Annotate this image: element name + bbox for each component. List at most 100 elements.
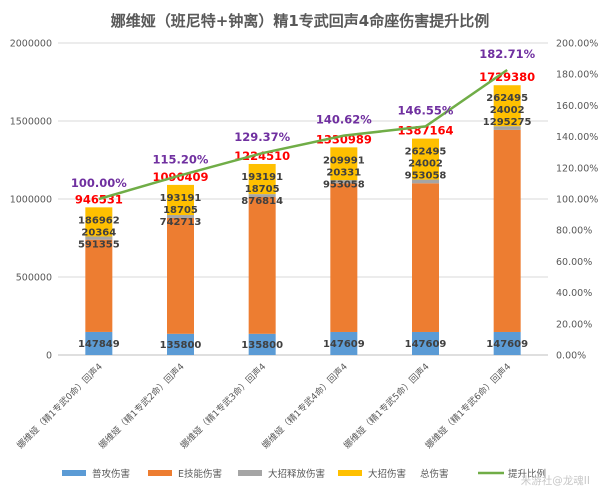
x-category-label: 娜维娅（精1专武2命）回声4	[96, 360, 187, 451]
total-label: 1330989	[316, 132, 372, 146]
bar-value-label: 742713	[160, 217, 202, 228]
legend-swatch	[238, 470, 262, 476]
legend-swatch	[148, 470, 172, 476]
legend-label: 大招伤害	[368, 468, 406, 480]
x-category-label: 娜维娅（精1专武6命）回声4	[423, 360, 514, 451]
bar-segment	[330, 183, 358, 332]
y2-tick-label: 100.00%	[556, 195, 598, 206]
bar-value-label: 193191	[160, 193, 202, 204]
legend-swatch	[62, 470, 86, 476]
bar-value-label: 591355	[78, 239, 120, 250]
bar-segment	[412, 179, 439, 184]
y2-tick-label: 20.00%	[556, 319, 592, 330]
ratio-label: 182.71%	[479, 47, 535, 61]
bar-value-label: 24002	[490, 105, 525, 116]
chart-title: 娜维娅（班尼特+钟离）精1专武回声4命座伤害提升比例	[111, 12, 489, 30]
bar-segment	[167, 333, 194, 355]
x-category-label: 娜维娅（精1专武0命）回声4	[14, 360, 105, 451]
bar-value-label: 135800	[160, 340, 202, 351]
bar-segment	[493, 85, 521, 127]
x-category-label: 娜维娅（精1专武5命）回声4	[341, 360, 432, 451]
bar-value-label: 20364	[81, 227, 116, 238]
total-label: 1224510	[234, 149, 290, 163]
bar-segment	[248, 333, 276, 355]
segment-value-labels: 1478491869622036459135513580019319118705…	[78, 93, 532, 351]
legend-label: 普攻伤害	[92, 468, 130, 480]
ratio-label: 129.37%	[234, 130, 290, 144]
y-tick-label: 1000000	[10, 195, 52, 206]
x-category-label: 娜维娅（精1专武4命）回声4	[259, 360, 350, 451]
ratio-label: 140.62%	[316, 113, 372, 127]
legend-label: 提升比例	[508, 468, 546, 480]
bar-value-label: 953058	[323, 179, 365, 190]
bar-segment	[330, 331, 358, 355]
y-tick-label: 500000	[16, 273, 52, 284]
stacked-bars	[85, 85, 521, 355]
legend: 普攻伤害 E技能伤害 大招释放伤害 大招伤害 总伤害 提升比例	[62, 468, 546, 480]
bar-segment	[85, 207, 113, 237]
bar-segment	[85, 236, 113, 240]
bar-value-label: 20331	[326, 167, 361, 178]
bar-segment	[493, 126, 521, 130]
watermark: 米游社@龙魂II	[521, 474, 590, 487]
bar-value-label: 193191	[241, 172, 283, 183]
y2-tick-label: 180.00%	[556, 70, 598, 81]
bar-segment	[412, 138, 439, 180]
y-axis-right: 0.00% 20.00% 40.00% 60.00% 80.00% 100.00% 120.…	[556, 39, 598, 362]
bar-segment	[330, 147, 358, 181]
y-tick-label: 2000000	[10, 39, 52, 50]
bar-value-label: 18705	[163, 205, 198, 216]
bar-segment	[85, 239, 113, 332]
bar-value-label: 186962	[78, 215, 120, 226]
bar-value-label: 147609	[323, 339, 365, 350]
bar-value-label: 953058	[405, 171, 447, 182]
bar-segment	[330, 180, 358, 184]
bar-value-label: 147609	[405, 339, 447, 350]
y2-tick-label: 160.00%	[556, 101, 598, 112]
y-tick-label: 1500000	[10, 117, 52, 128]
bar-value-label: 262495	[405, 147, 447, 158]
legend-label: E技能伤害	[178, 468, 222, 480]
y2-tick-label: 140.00%	[556, 132, 598, 143]
bar-segment	[167, 215, 194, 218]
y2-tick-label: 200.00%	[556, 39, 598, 50]
y2-tick-label: 60.00%	[556, 257, 592, 268]
bar-segment	[167, 217, 194, 334]
bar-segment	[167, 184, 194, 216]
y-tick-label: 0	[46, 351, 52, 362]
y-axis-left: 0 500000 1000000 1500000 2000000	[10, 39, 52, 362]
ratio-label: 146.55%	[398, 103, 454, 117]
bar-segment	[248, 197, 276, 334]
y2-tick-label: 0.00%	[556, 351, 586, 362]
y2-tick-label: 40.00%	[556, 288, 592, 299]
bar-segment	[85, 331, 113, 355]
bar-value-label: 18705	[245, 184, 280, 195]
x-category-label: 娜维娅（精1专武3命）回声4	[178, 360, 269, 451]
bar-segment	[412, 331, 439, 355]
legend-swatch	[338, 470, 362, 476]
ratio-label: 100.00%	[71, 176, 127, 190]
legend-label: 总伤害	[420, 468, 449, 480]
ratio-label: 115.20%	[153, 152, 209, 166]
y2-tick-label: 80.00%	[556, 226, 592, 237]
bar-value-label: 135800	[241, 340, 283, 351]
bar-value-label: 24002	[408, 159, 443, 170]
bar-value-label: 1295275	[483, 117, 532, 128]
bar-segment	[493, 331, 521, 355]
bar-value-label: 209991	[323, 155, 365, 166]
bar-segment	[248, 194, 276, 198]
bar-segment	[412, 183, 439, 332]
bar-value-label: 262495	[486, 93, 528, 104]
ratio-line-series	[98, 68, 508, 201]
gridlines	[58, 42, 548, 356]
bar-segment	[248, 163, 276, 195]
ratio-line	[98, 68, 508, 201]
y2-tick-label: 120.00%	[556, 163, 598, 174]
bar-value-label: 147609	[486, 339, 528, 350]
ratio-labels: 100.00% 115.20% 129.37% 140.62% 146.55% 182.7…	[71, 47, 536, 190]
x-axis-categories: 娜维娅（精1专武0命）回声4娜维娅（精1专武2命）回声4娜维娅（精1专武3命）回…	[14, 360, 513, 451]
bar-segment	[493, 129, 521, 332]
legend-label: 大招释放伤害	[268, 468, 325, 480]
bar-value-label: 147849	[78, 339, 120, 350]
